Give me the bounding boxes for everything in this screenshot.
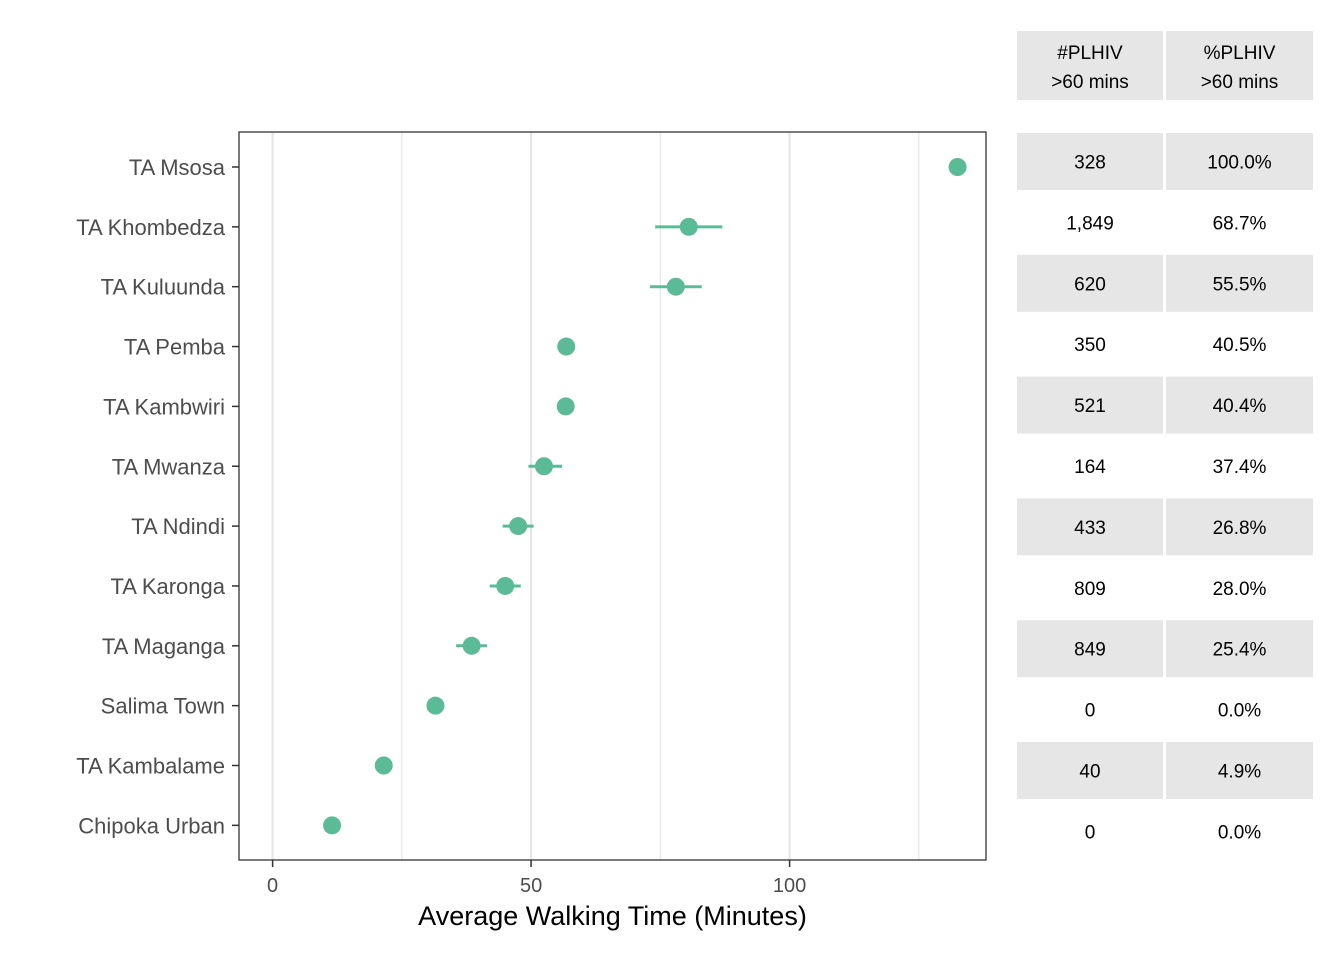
table-header-cell: [1166, 31, 1313, 100]
y-tick-label: TA Kuluunda: [101, 275, 226, 300]
table-cell-bg: [1017, 742, 1163, 799]
table-cell: 25.4%: [1213, 640, 1267, 661]
table-cell: 433: [1074, 518, 1106, 539]
x-tick-label: 100: [773, 875, 806, 897]
table-cell-bg: [1166, 742, 1313, 799]
table-cell: 4.9%: [1218, 762, 1261, 783]
table-cell: 620: [1074, 274, 1106, 295]
table-cell: 164: [1074, 457, 1106, 478]
y-tick-label: Salima Town: [101, 694, 225, 719]
table-cell: 0: [1085, 701, 1096, 722]
table-cell: 68.7%: [1213, 213, 1267, 234]
table-cell-bg: [1166, 620, 1313, 678]
x-axis-label: Average Walking Time (Minutes): [418, 901, 807, 931]
y-tick-label: TA Khombedza: [76, 215, 226, 240]
table-header-cell: [1017, 31, 1163, 100]
data-point: [679, 217, 698, 236]
data-point: [374, 756, 393, 775]
table-cell: 26.8%: [1213, 518, 1267, 539]
data-point: [556, 397, 575, 416]
table-cell: 328: [1074, 153, 1106, 174]
plot-panel: [239, 132, 986, 860]
table-cell: 809: [1074, 579, 1106, 600]
table-cell: 40: [1079, 762, 1100, 783]
data-point: [323, 816, 342, 835]
data-point: [557, 337, 576, 356]
x-tick-label: 0: [267, 875, 278, 897]
table-cell-bg: [1017, 376, 1163, 434]
table-cell: 0: [1085, 822, 1096, 843]
table-cell: 55.5%: [1213, 274, 1267, 295]
y-tick-label: TA Pemba: [124, 335, 226, 360]
table-cell-bg: [1166, 498, 1313, 556]
y-tick-label: TA Kambalame: [76, 754, 225, 779]
y-tick-label: TA Msosa: [129, 155, 226, 180]
y-tick-label: TA Karonga: [110, 574, 225, 599]
table-cell: 849: [1074, 640, 1106, 661]
table-header-line2: >60 mins: [1051, 72, 1129, 93]
table-cell: 521: [1074, 396, 1106, 417]
y-tick-label: TA Maganga: [102, 634, 226, 659]
table-cell-bg: [1166, 376, 1313, 434]
data-point: [462, 636, 481, 655]
table-cell: 350: [1074, 335, 1106, 356]
x-tick-label: 50: [520, 875, 542, 897]
table-cell: 100.0%: [1207, 153, 1272, 174]
table-cell-bg: [1017, 620, 1163, 678]
table-cell-bg: [1166, 133, 1313, 190]
data-point: [666, 277, 685, 296]
table-cell: 1,849: [1066, 213, 1114, 234]
table-cell-bg: [1166, 254, 1313, 312]
y-tick-label: Chipoka Urban: [78, 813, 225, 838]
data-point: [948, 158, 967, 176]
table-cell-bg: [1017, 254, 1163, 312]
data-point: [509, 517, 528, 536]
y-tick-label: TA Ndindi: [131, 514, 225, 539]
table-cell: 37.4%: [1213, 457, 1267, 478]
table-cell: 40.5%: [1213, 335, 1267, 356]
table-cell: 0.0%: [1218, 822, 1261, 843]
table-header-line1: #PLHIV: [1057, 43, 1123, 64]
table-header-line2: >60 mins: [1201, 72, 1279, 93]
y-tick-label: TA Kambwiri: [103, 394, 225, 419]
data-point: [496, 576, 515, 595]
table-cell: 40.4%: [1213, 396, 1267, 417]
panel-border: [238, 131, 987, 861]
table-cell: 0.0%: [1218, 701, 1261, 722]
y-tick-label: TA Mwanza: [112, 454, 226, 479]
table-cell-bg: [1017, 498, 1163, 556]
table-cell: 28.0%: [1213, 579, 1267, 600]
table-cell-bg: [1017, 133, 1163, 190]
data-point: [426, 696, 445, 715]
data-point: [535, 457, 554, 476]
table-header-line1: %PLHIV: [1204, 43, 1276, 64]
